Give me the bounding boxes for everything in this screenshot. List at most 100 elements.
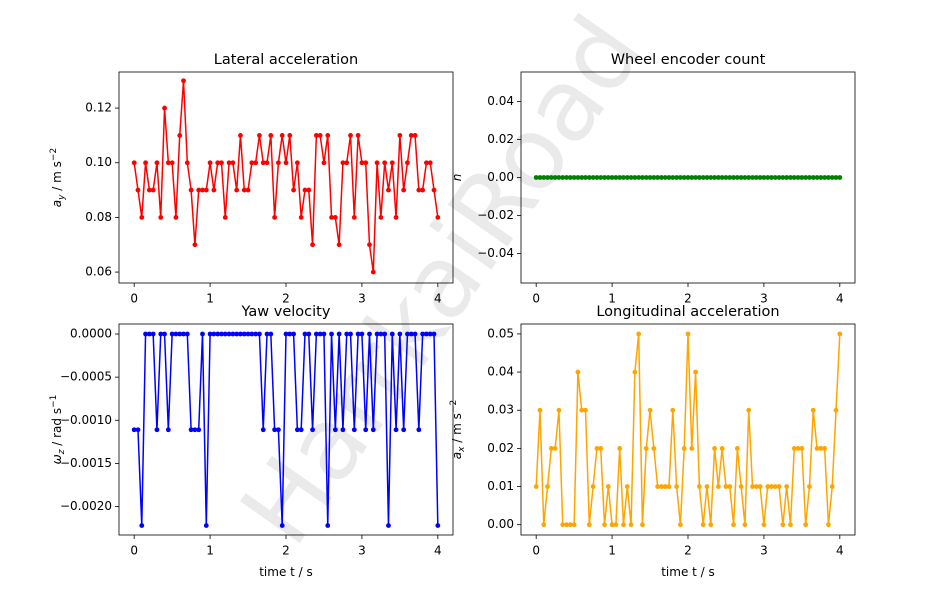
data-point	[647, 407, 653, 413]
data-point	[727, 175, 733, 180]
y-tick-label: −0.0005	[60, 370, 112, 384]
x-tick-label: 0	[532, 292, 540, 306]
data-point	[321, 160, 327, 166]
data-point	[215, 331, 221, 337]
data-point	[586, 175, 592, 180]
data-point	[336, 242, 342, 248]
data-point	[727, 484, 733, 489]
data-point	[177, 133, 183, 138]
data-point	[738, 175, 744, 180]
data-point	[624, 484, 630, 489]
y-tick-label: 0.05	[487, 326, 514, 340]
data-point	[416, 187, 422, 193]
data-point	[833, 407, 839, 413]
data-point	[662, 175, 668, 180]
data-point	[279, 523, 285, 528]
data-point	[234, 331, 240, 337]
data-point	[643, 445, 649, 451]
data-point	[621, 522, 626, 528]
data-point	[169, 160, 175, 166]
data-point	[753, 484, 759, 489]
data-point	[283, 160, 289, 166]
data-point	[822, 445, 828, 451]
data-point	[689, 445, 695, 451]
data-point	[734, 445, 740, 451]
data-point	[427, 160, 433, 166]
data-point	[291, 187, 296, 193]
data-point	[647, 175, 653, 180]
data-point	[287, 133, 293, 138]
data-point	[750, 175, 755, 180]
data-point	[799, 445, 805, 451]
data-point	[181, 331, 186, 337]
data-point	[177, 331, 183, 337]
y-label-unit: / rad s	[50, 408, 64, 450]
y-tick-label: 0.10	[85, 155, 112, 169]
data-point	[590, 175, 596, 180]
data-point	[837, 331, 843, 337]
data-point	[571, 175, 577, 180]
data-point	[772, 484, 778, 489]
data-point	[571, 522, 577, 528]
data-point	[628, 522, 634, 528]
data-point	[693, 175, 698, 180]
data-point	[283, 331, 289, 337]
data-point	[162, 331, 167, 337]
data-point	[351, 215, 357, 220]
data-point	[146, 187, 152, 193]
data-point	[624, 175, 630, 180]
data-point	[564, 522, 569, 528]
x-tick-label: 1	[206, 292, 214, 306]
x-tick-label: 2	[684, 544, 692, 558]
data-point	[378, 331, 384, 337]
data-point	[431, 187, 437, 193]
data-point	[685, 175, 691, 180]
x-tick-label: 4	[836, 292, 844, 306]
data-point	[412, 133, 418, 138]
data-point	[715, 484, 721, 489]
y-tick-label: 0.08	[85, 210, 112, 224]
y-label-sup: −2	[449, 400, 459, 413]
y-tick-label: −0.02	[477, 208, 514, 222]
data-point	[317, 133, 323, 138]
data-point	[552, 175, 558, 180]
data-point	[332, 215, 338, 220]
data-point	[807, 484, 812, 489]
data-point	[253, 160, 259, 166]
data-point	[241, 331, 247, 337]
data-point	[655, 175, 661, 180]
data-point	[651, 445, 657, 451]
data-point	[355, 331, 361, 337]
data-point	[203, 187, 209, 193]
data-point	[424, 331, 429, 337]
data-point	[814, 445, 820, 451]
data-point	[560, 522, 566, 528]
data-point	[203, 523, 209, 528]
data-point	[533, 175, 539, 180]
data-point	[370, 269, 376, 275]
data-point	[829, 484, 835, 489]
data-point	[810, 407, 816, 413]
data-point	[757, 175, 763, 180]
data-point	[761, 522, 767, 528]
data-point	[169, 331, 175, 337]
data-point	[666, 175, 672, 180]
data-point	[636, 331, 642, 337]
data-point	[276, 427, 281, 433]
y-tick-label: 0.03	[487, 403, 514, 417]
data-point	[298, 215, 304, 220]
data-point	[704, 175, 710, 180]
y-label-unit: / m s	[450, 413, 464, 446]
data-point	[408, 331, 414, 337]
data-point	[765, 175, 771, 180]
data-point	[818, 445, 824, 451]
data-point	[325, 523, 331, 528]
data-point	[708, 175, 714, 180]
data-point	[302, 331, 308, 337]
data-point	[397, 133, 403, 138]
data-point	[207, 331, 213, 337]
data-point	[548, 175, 554, 180]
y-tick-label: 0.02	[487, 441, 514, 455]
y-axis-label: ωz / rad s−1	[49, 395, 67, 465]
data-point	[173, 331, 179, 337]
